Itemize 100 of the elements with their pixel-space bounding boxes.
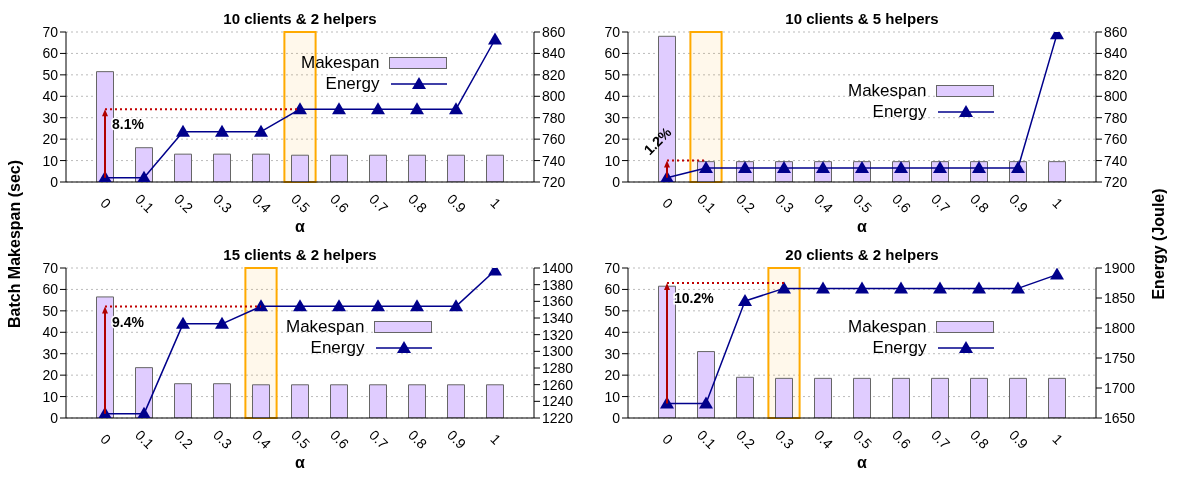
y-tick-label: 50 (604, 66, 621, 83)
x-tick-label: 0.9 (444, 190, 470, 216)
point (371, 299, 385, 312)
y-tick-label: 30 (604, 345, 621, 362)
x-tick-label: 1 (1049, 194, 1067, 212)
point (738, 294, 752, 306)
x-tick-label: 0.5 (288, 426, 314, 452)
y-tick-label: 0 (50, 409, 59, 426)
bar (369, 154, 387, 182)
legend-label: Makespan (848, 80, 927, 101)
point (332, 299, 346, 312)
y-tick-label: 50 (604, 302, 621, 319)
x-tick-label: 0.7 (366, 190, 392, 216)
bar (853, 377, 871, 418)
y2-tick-label: 1800 (1104, 319, 1136, 336)
point (137, 406, 151, 418)
y2-tick-label: 1220 (542, 409, 574, 426)
point (855, 281, 869, 294)
y2-tick-label: 800 (1104, 88, 1128, 105)
y2-tick-label: 1360 (542, 293, 574, 310)
point (410, 299, 424, 312)
point (371, 102, 385, 115)
y2-tick-label: 1300 (542, 343, 574, 360)
bar (291, 154, 309, 182)
point (176, 316, 190, 329)
point (332, 102, 346, 115)
y-tick-label: 10 (42, 152, 59, 169)
y-tick-label: 40 (42, 324, 59, 341)
chart-title: 10 clients & 5 helpers (784, 10, 940, 27)
y-tick-label: 60 (42, 281, 59, 298)
x-tick-label: 0.3 (772, 190, 798, 216)
point (176, 124, 190, 137)
y2-tick-label: 820 (542, 66, 566, 83)
bar (252, 384, 270, 418)
y-tick-label: 70 (604, 259, 621, 276)
bar (174, 153, 192, 182)
y-tick-label: 70 (42, 23, 59, 40)
y2-tick-label: 720 (1104, 173, 1128, 190)
y-tick-label: 0 (612, 409, 621, 426)
x-tick-label: 0.6 (327, 190, 353, 216)
y2-tick-label: 1240 (542, 393, 574, 410)
y2-tick-label: 860 (1104, 23, 1128, 40)
x-tick-label: 0.5 (850, 190, 876, 216)
x-tick-label: 0.8 (967, 190, 993, 216)
bar (892, 377, 910, 418)
bar (486, 154, 504, 182)
x-tick-label: 0.3 (772, 426, 798, 452)
y-tick-label: 70 (604, 23, 621, 40)
bar (213, 153, 231, 182)
x-tick-label: 0.1 (132, 190, 158, 216)
legend-label: Makespan (286, 316, 365, 337)
y-tick-label: 60 (42, 45, 59, 62)
x-axis-title: α (295, 218, 306, 235)
point (972, 281, 986, 294)
chart-title: 20 clients & 2 helpers (784, 246, 940, 263)
x-tick-label: 0.8 (405, 426, 431, 452)
bar (931, 377, 949, 418)
x-tick-label: 0.5 (288, 190, 314, 216)
x-tick-label: 0 (659, 194, 677, 212)
bar (736, 376, 754, 418)
bar (447, 384, 465, 418)
y-tick-label: 40 (604, 324, 621, 341)
y2-tick-label: 1280 (542, 359, 574, 376)
bar (213, 383, 231, 418)
x-tick-label: 0.5 (850, 426, 876, 452)
bar (970, 377, 988, 418)
y2-tick-label: 1650 (1104, 409, 1136, 426)
y-tick-label: 10 (604, 152, 621, 169)
point (1011, 281, 1025, 294)
chart-title: 15 clients & 2 helpers (222, 246, 378, 263)
x-tick-label: 1 (1049, 430, 1067, 448)
point (933, 281, 947, 294)
point (410, 102, 424, 115)
x-tick-label: 0 (659, 430, 677, 448)
bar (1009, 377, 1027, 418)
point (488, 32, 502, 45)
legend-label: Energy (871, 337, 927, 358)
y2-tick-label: 720 (542, 173, 566, 190)
x-tick-label: 0.4 (811, 426, 837, 452)
legend-label: Energy (324, 73, 380, 94)
x-tick-label: 0.2 (171, 426, 197, 452)
y-tick-label: 20 (604, 367, 621, 384)
x-tick-label: 0.7 (928, 426, 954, 452)
bar (814, 377, 832, 418)
x-tick-label: 0.6 (889, 426, 915, 452)
point (215, 124, 229, 137)
point (816, 281, 830, 294)
x-tick-label: 0.2 (733, 426, 759, 452)
y-tick-label: 30 (42, 345, 59, 362)
bar (1048, 377, 1066, 418)
legend-label: Makespan (848, 316, 927, 337)
point (777, 281, 791, 294)
x-tick-label: 0.8 (967, 426, 993, 452)
bar (174, 383, 192, 418)
x-tick-label: 0.7 (928, 190, 954, 216)
x-tick-label: 0.6 (327, 426, 353, 452)
y-tick-label: 50 (42, 66, 59, 83)
point (699, 396, 713, 409)
y2-tick-label: 780 (1104, 109, 1128, 126)
point (1050, 268, 1064, 280)
